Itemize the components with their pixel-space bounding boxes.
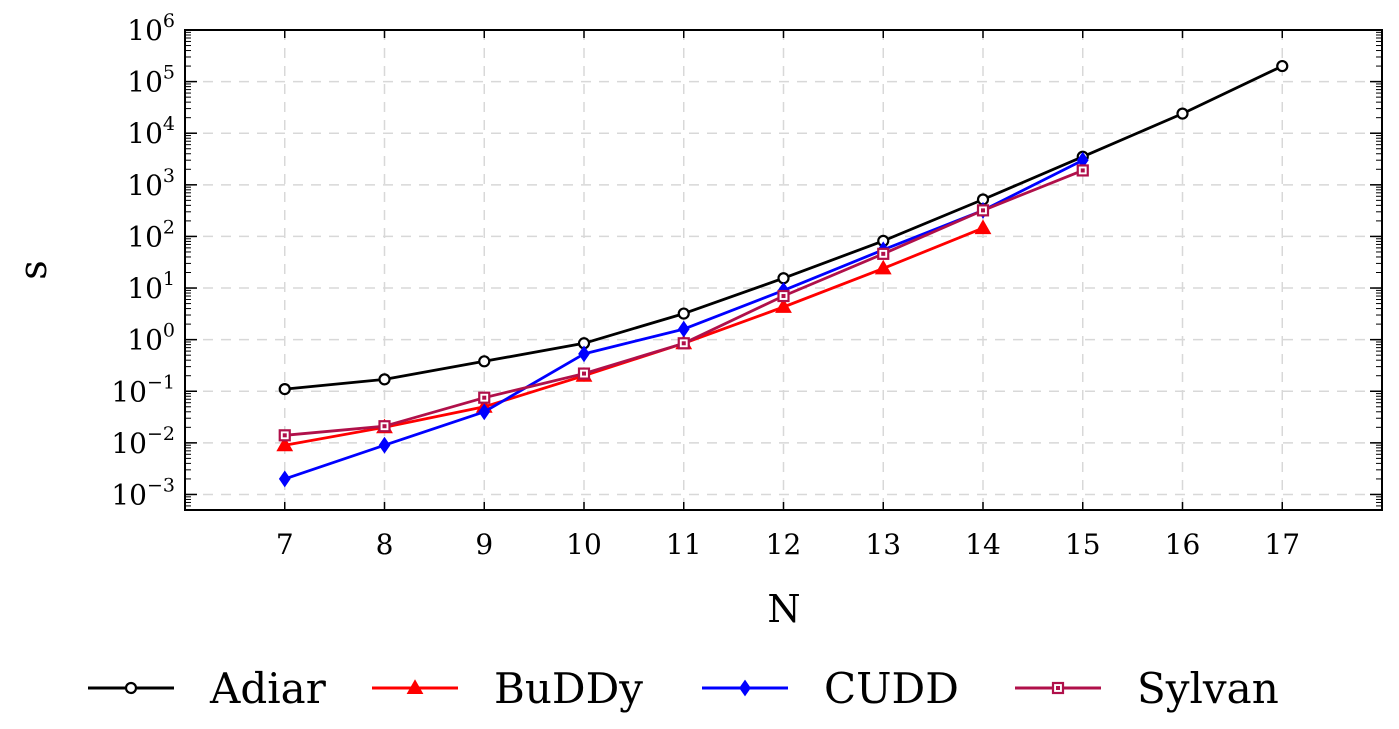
data-point-buddy xyxy=(874,259,892,275)
x-tick-label: 13 xyxy=(865,528,901,561)
x-axis-label: N xyxy=(767,587,800,631)
series-sylvan xyxy=(278,164,1089,442)
data-point-sylvan-center xyxy=(382,424,387,429)
y-tick-label: 10−1 xyxy=(111,371,175,408)
y-tick-label: 101 xyxy=(127,268,175,305)
x-tick-label: 10 xyxy=(566,528,602,561)
data-point-sylvan-center xyxy=(1080,168,1085,173)
legend-item-cudd: CUDD xyxy=(702,664,959,713)
data-point-adiar xyxy=(777,272,790,285)
y-tick-label: 105 xyxy=(127,62,175,99)
data-point-cudd xyxy=(478,403,491,421)
legend-label-sylvan: Sylvan xyxy=(1137,664,1279,713)
y-axis-label: s xyxy=(11,260,55,280)
data-point-adiar xyxy=(1176,107,1189,120)
data-point-sylvan-center xyxy=(981,208,985,213)
data-point-buddy xyxy=(974,219,992,235)
x-tick-label: 14 xyxy=(965,528,1001,561)
data-point-adiar xyxy=(278,383,291,396)
x-tick-label: 9 xyxy=(475,528,493,561)
data-point-adiar xyxy=(677,307,690,320)
x-tick-label: 17 xyxy=(1264,528,1300,561)
y-tick-label: 10−3 xyxy=(111,474,175,511)
data-point-cudd xyxy=(578,345,590,363)
legend-marker-sylvan-center xyxy=(1056,686,1060,690)
legend: Adiar BuDDy CUDD Sylvan xyxy=(88,664,1279,713)
series xyxy=(276,59,1289,488)
legend-label-adiar: Adiar xyxy=(209,664,327,713)
grid xyxy=(185,29,1382,510)
y-tick-label: 10−2 xyxy=(111,423,175,460)
data-point-buddy xyxy=(775,298,792,313)
data-point-adiar xyxy=(478,355,491,368)
x-tick-label: 7 xyxy=(276,528,294,561)
legend-item-sylvan: Sylvan xyxy=(1015,664,1279,713)
data-point-sylvan-center xyxy=(781,294,786,299)
legend-label-buddy: BuDDy xyxy=(494,664,643,713)
data-point-adiar xyxy=(378,373,391,386)
y-tick-label: 102 xyxy=(127,216,175,253)
series-adiar xyxy=(278,59,1289,396)
legend-label-cudd: CUDD xyxy=(824,664,959,713)
y-tick-labels: 10−3 10−2 10−1 100 101 102 103 104 105 106 xyxy=(111,10,175,511)
data-point-sylvan-center xyxy=(482,395,487,400)
legend-marker-cudd xyxy=(739,679,751,697)
data-point-cudd xyxy=(278,470,291,488)
data-point-cudd xyxy=(378,436,391,454)
data-point-sylvan-center xyxy=(881,251,886,256)
y-tick-label: 104 xyxy=(127,113,175,150)
y-tick-label: 106 xyxy=(127,10,175,47)
x-tick-label: 12 xyxy=(766,528,802,561)
x-tick-label: 11 xyxy=(666,528,702,561)
y-tick-label: 103 xyxy=(127,165,175,202)
legend-marker-adiar xyxy=(124,681,138,695)
data-point-sylvan-center xyxy=(681,341,686,346)
y-tick-label: 100 xyxy=(127,320,175,357)
data-point-sylvan-center xyxy=(582,371,586,376)
x-tick-label: 16 xyxy=(1165,528,1201,561)
legend-item-adiar: Adiar xyxy=(88,664,327,713)
data-point-buddy xyxy=(276,436,294,452)
x-tick-label: 15 xyxy=(1065,528,1101,561)
legend-item-buddy: BuDDy xyxy=(372,664,643,713)
x-tick-label: 8 xyxy=(376,528,394,561)
plot-frame xyxy=(184,29,1383,511)
data-point-adiar xyxy=(1276,59,1289,73)
x-tick-labels: 7 8 9 10 11 12 13 14 15 16 17 xyxy=(276,528,1300,561)
data-point-cudd xyxy=(677,320,690,338)
legend-marker-buddy xyxy=(406,679,424,694)
series-line-buddy xyxy=(284,226,984,447)
data-point-sylvan-center xyxy=(282,433,287,438)
